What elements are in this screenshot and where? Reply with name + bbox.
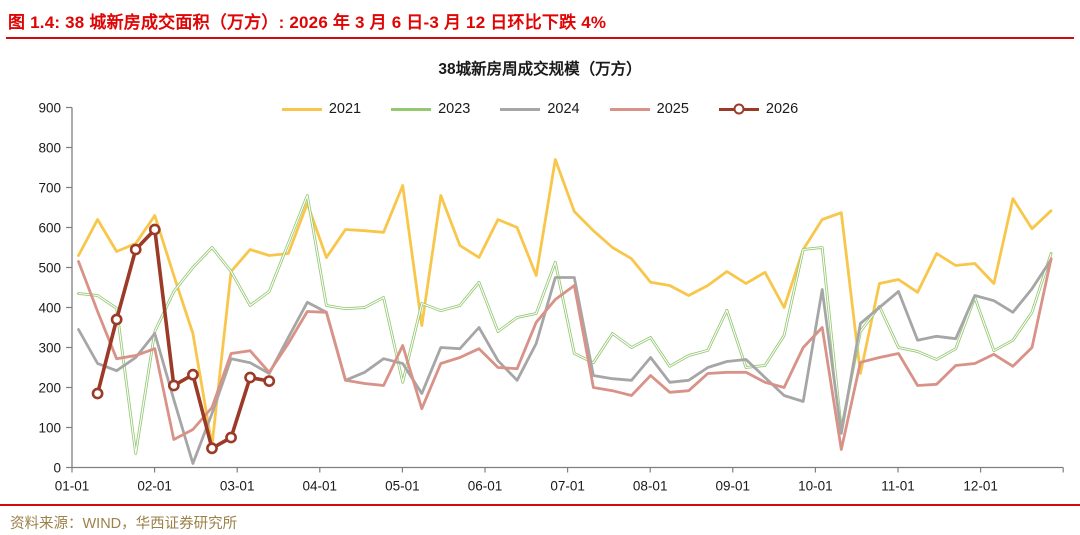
legend-label-2021: 2021 (328, 101, 362, 117)
legend-swatch-2021 (281, 107, 322, 111)
series-marker-2026 (148, 223, 161, 236)
x-tick-label: 04-01 (303, 479, 338, 494)
y-tick-label: 400 (38, 301, 61, 316)
chart-title: 38城新房周成交规模（万方） (438, 61, 642, 78)
header-divider (6, 37, 1074, 39)
legend-item-2021: 2021 (281, 101, 362, 117)
legend-item-2026: 2026 (718, 101, 799, 117)
series-marker-2026 (110, 313, 123, 326)
x-tick-label: 10-01 (798, 479, 833, 494)
series-marker-2026 (129, 243, 142, 256)
y-tick-label: 300 (38, 341, 61, 356)
x-tick-label: 02-01 (137, 479, 172, 494)
series-marker-2026 (225, 431, 237, 444)
legend-label-2026: 2026 (765, 101, 799, 117)
legend-label-2024: 2024 (547, 101, 580, 117)
x-tick-label: 01-01 (55, 479, 90, 494)
y-tick-label: 200 (38, 381, 61, 396)
chart-legend: 2021 2023 2024 2025 2026 (0, 101, 1080, 117)
y-tick-label: 500 (38, 261, 61, 276)
x-tick-label: 05-01 (385, 479, 420, 494)
y-tick-label: 0 (53, 461, 61, 476)
legend-swatch-2024 (500, 107, 541, 111)
legend-item-2025: 2025 (609, 101, 689, 117)
x-tick-label: 12-01 (963, 479, 998, 494)
y-tick-label: 800 (38, 141, 61, 156)
series-line-2025 (77, 257, 1053, 451)
legend-label-2023: 2023 (438, 101, 471, 117)
series-line-2026 (95, 227, 272, 451)
y-tick-label: 600 (38, 221, 61, 236)
x-tick-label: 06-01 (468, 479, 503, 494)
series-marker-2026 (206, 442, 218, 455)
legend-item-2024: 2024 (500, 101, 580, 117)
legend-swatch-2023 (391, 107, 432, 111)
series-line-2021 (77, 158, 1053, 447)
figure-title: 图 1.4: 38 城新房成交面积（万方）: 2026 年 3 月 6 日-3 … (8, 13, 607, 32)
series-line-core-2023 (78, 194, 1052, 455)
legend-swatch-2025 (609, 107, 650, 111)
series-marker-2026 (91, 387, 104, 400)
y-tick-label: 100 (38, 421, 61, 436)
legend-item-2023: 2023 (391, 101, 470, 117)
y-tick-label: 900 (38, 101, 61, 116)
y-tick-label: 700 (38, 181, 61, 196)
data-source-note: 资料来源：WIND，华西证券研究所 (10, 516, 238, 532)
x-tick-label: 09-01 (716, 479, 751, 494)
x-tick-label: 03-01 (220, 479, 255, 494)
footer-divider (0, 504, 1080, 506)
series-marker-2026 (263, 375, 276, 387)
x-tick-label: 08-01 (633, 479, 668, 494)
legend-marker-icon (733, 103, 745, 115)
series-marker-2026 (167, 379, 180, 392)
x-tick-label: 11-01 (881, 479, 915, 494)
series-marker-2026 (187, 368, 199, 381)
x-tick-label: 07-01 (550, 479, 585, 494)
legend-label-2025: 2025 (656, 101, 689, 117)
legend-swatch-2026 (718, 103, 759, 115)
series-line-2024 (77, 258, 1053, 465)
series-marker-2026 (244, 371, 257, 384)
